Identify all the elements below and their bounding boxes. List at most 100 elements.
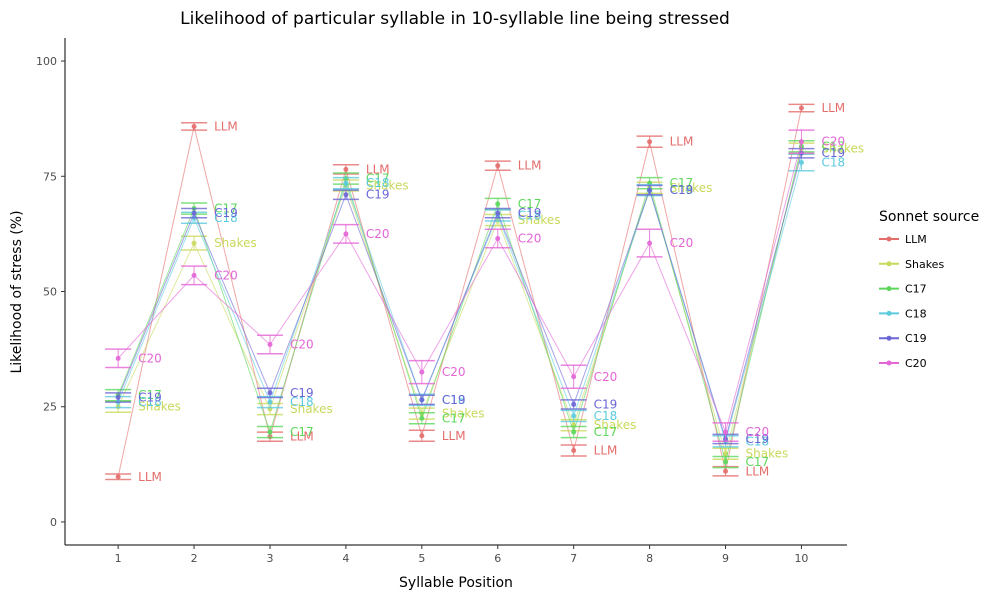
data-point [419,369,425,375]
series-point-label: C17 [290,425,314,439]
data-point [647,187,653,193]
series-point-label: C20 [214,268,238,282]
series-point-label: C17 [821,139,845,153]
x-tick-label: 2 [191,552,198,565]
series-line [117,146,802,463]
legend-swatch-point [886,335,892,341]
legend-label: C17 [905,283,927,296]
legend-swatch-point [886,360,892,366]
series-point-label: Shakes [594,418,637,432]
series-point-label: C20 [821,135,845,149]
x-tick-label: 8 [646,552,653,565]
x-tick-label: 6 [494,552,501,565]
data-point [343,192,349,198]
series-c18: C18 C18 C18 C18 C18 C18 C18 C18 C18 C18 [105,153,845,448]
legend-label: LLM [905,233,927,246]
data-point [191,123,197,129]
series-point-label: Shakes [518,213,561,227]
legend-item-c20: C20 [879,357,927,370]
series-point-label: C19 [366,188,390,202]
data-point [647,240,653,246]
series-point-label: Shakes [821,142,864,156]
series-point-label: C17 [670,176,694,190]
series-point-label: C17 [138,388,162,402]
x-tick-label: 9 [722,552,729,565]
series-point-label: LLM [746,464,770,478]
series-point-label: C19 [290,386,314,400]
x-tick-label: 3 [266,552,273,565]
series-point-label: C17 [518,197,542,211]
legend-item-llm: LLM [879,233,927,246]
data-point [191,240,197,246]
data-point [419,397,425,403]
data-point [495,163,501,169]
data-point [495,210,501,216]
series-point-label: C17 [442,411,466,425]
series-point-label: C18 [366,176,390,190]
y-tick-label: 25 [43,401,57,414]
legend-swatch-point [886,310,892,316]
series-point-label: C19 [442,393,466,407]
data-point [267,390,273,396]
data-point [723,468,729,474]
legend: Sonnet source LLM Shakes C17 C18 C19 C20 [879,209,979,370]
series-point-label: C18 [746,434,770,448]
legend-item-c18: C18 [879,307,927,320]
series-point-label: C18 [594,409,618,423]
data-point [267,342,273,348]
series-point-label: C17 [746,455,770,469]
series-point-label: C18 [290,395,314,409]
series-point-label: C20 [138,351,162,365]
series-point-label: C19 [518,206,542,220]
data-point [798,105,804,111]
series-point-label: LLM [138,470,162,484]
series-shakes: Shakes Shakes Shakes Shakes Shakes Shakes Shak… [105,142,864,461]
legend-swatch-point [886,261,892,267]
series-point-label: Shakes [214,236,257,250]
legend-label: Shakes [905,258,944,271]
data-point [495,201,501,207]
y-axis-title: Likelihood of stress (%) [9,210,25,373]
series-point-label: C17 [214,202,238,216]
legend-swatch-point [886,236,892,242]
data-point [571,401,577,407]
data-point [343,166,349,172]
x-tick-label: 5 [418,552,425,565]
x-axis-title: Syllable Position [399,575,513,591]
data-point [798,139,804,145]
series-point-label: Shakes [746,447,789,461]
data-point [571,429,577,435]
series-point-label: C19 [746,432,770,446]
y-tick-label: 50 [43,286,57,299]
x-tick-label: 10 [794,552,808,565]
y-tick-label: 0 [50,516,57,529]
data-point [267,429,273,435]
data-point [115,355,121,361]
data-point [723,459,729,465]
chart-title: Likelihood of particular syllable in 10-… [180,9,730,29]
series-point-label: C18 [821,155,845,169]
legend-swatch-point [886,286,892,292]
series-point-label: C19 [214,206,238,220]
series-point-label: C19 [594,397,618,411]
series-point-label: C20 [594,370,618,384]
y-tick-label: 100 [36,55,57,68]
series-point-label: C18 [670,183,694,197]
x-axis-ticks: 1 2 3 4 5 6 7 8 9 10 [115,545,808,565]
series-line [117,107,802,477]
series-point-label: C18 [442,393,466,407]
series-line [117,153,802,441]
data-point [191,272,197,278]
legend-title: Sonnet source [879,209,979,225]
data-point [267,399,273,405]
series-point-label: C18 [518,208,542,222]
data-point [115,395,121,401]
series-point-label: LLM [214,119,238,133]
series-point-label: C18 [214,211,238,225]
data-point [343,231,349,237]
series-llm: LLM LLM LLM LLM LLM LLM LLM LLM LLM LLM [105,101,845,484]
y-axis-ticks: 0 25 50 75 100 [36,55,65,529]
series-point-label: C19 [138,391,162,405]
x-tick-label: 1 [115,552,122,565]
